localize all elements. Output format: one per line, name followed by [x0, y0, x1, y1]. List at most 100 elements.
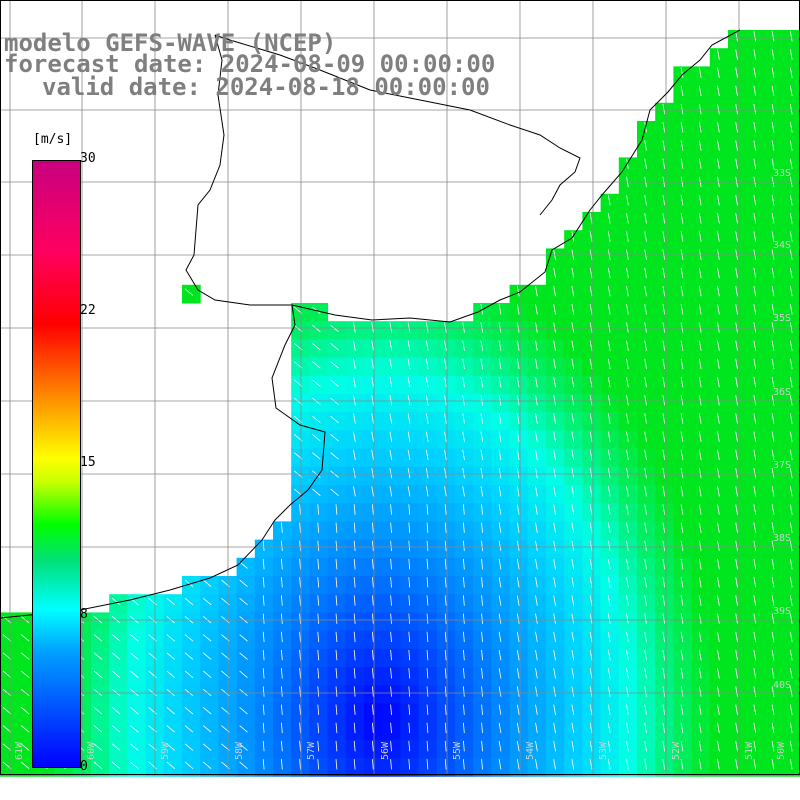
wind-arrow: [789, 649, 793, 661]
wind-cell: [782, 685, 800, 704]
wind-arrow: [299, 631, 301, 643]
wind-arrow: [626, 722, 629, 734]
wind-arrow: [463, 631, 465, 643]
wind-arrow: [111, 670, 121, 678]
wind-arrow: [184, 688, 194, 697]
wind-arrow: [516, 285, 520, 297]
wind-arrow: [372, 577, 374, 588]
coastline: [0, 29, 741, 619]
wind-arrow: [589, 522, 593, 533]
wind-arrow: [425, 431, 429, 442]
wind-arrow: [753, 558, 757, 570]
lon-label: 53W: [598, 741, 609, 760]
wind-arrow: [698, 740, 702, 752]
wind-arrow: [239, 634, 248, 642]
wind-arrow: [553, 522, 556, 533]
wind-arrow: [481, 740, 483, 752]
wind-arrow: [425, 395, 429, 406]
wind-arrow: [184, 579, 194, 587]
wind-arrow: [444, 740, 447, 752]
wind-arrow: [407, 358, 411, 370]
wind-arrow: [330, 488, 339, 496]
wind-arrow: [626, 267, 629, 279]
wind-arrow: [735, 486, 738, 497]
wind-arrow: [390, 686, 392, 697]
wind-arrow: [717, 122, 720, 133]
wind-arrow: [516, 431, 520, 442]
wind-arrow: [680, 376, 684, 388]
wind-arrow: [498, 759, 502, 770]
wind-arrow: [202, 743, 212, 751]
wind-arrow: [698, 722, 702, 734]
wind-arrow: [717, 649, 720, 661]
wind-arrow: [317, 740, 320, 752]
wind-arrow: [698, 158, 702, 169]
wind-arrow: [607, 413, 611, 424]
wind-arrow: [390, 631, 392, 643]
wind-arrow: [20, 725, 30, 733]
wind-cell: [782, 466, 800, 486]
wind-arrow: [463, 740, 465, 752]
wind-cell: [782, 139, 800, 158]
wind-arrow: [335, 631, 338, 643]
wind-arrow: [553, 740, 556, 752]
wind-arrow: [735, 686, 738, 697]
wind-arrow: [389, 413, 393, 424]
wind-arrow: [607, 522, 611, 533]
wind-arrow: [444, 613, 447, 624]
wind-arrow: [335, 668, 338, 679]
wind-arrow: [735, 358, 738, 370]
wind-arrow: [589, 631, 593, 643]
colorbar: [32, 160, 81, 768]
wind-arrow: [426, 759, 429, 770]
wind-arrow: [480, 340, 484, 351]
wind-arrow: [312, 361, 321, 369]
colorbar-tick-8: 8: [80, 607, 88, 622]
wind-arrow: [717, 467, 720, 479]
wind-arrow: [498, 704, 502, 715]
wind-arrow: [335, 540, 338, 552]
wind-arrow: [408, 649, 411, 661]
wind-arrow: [553, 413, 556, 424]
wind-arrow: [111, 688, 121, 697]
wind-arrow: [553, 358, 556, 370]
wind-arrow: [353, 504, 356, 515]
lat-label: 39S: [773, 606, 792, 617]
wind-arrow: [607, 267, 611, 279]
wind-cell: [782, 648, 800, 668]
wind-arrow: [444, 413, 447, 424]
wind-arrow: [130, 652, 139, 660]
wind-arrow: [262, 613, 265, 624]
wind-arrow: [317, 686, 320, 697]
wind-arrow: [444, 722, 447, 734]
wind-arrow: [184, 670, 194, 678]
wind-arrow: [680, 595, 684, 606]
wind-arrow: [607, 649, 611, 661]
wind-arrow: [317, 504, 320, 515]
wind-arrow: [571, 704, 575, 715]
wind-arrow: [425, 467, 429, 479]
wind-arrow: [626, 577, 629, 588]
wind-arrow: [735, 340, 738, 351]
wind-arrow: [330, 434, 339, 442]
wind-arrow: [571, 577, 575, 588]
wind-arrow: [680, 85, 684, 97]
wind-arrow: [735, 577, 738, 588]
wind-arrow: [93, 634, 103, 642]
wind-arrow: [644, 340, 647, 351]
wind-arrow: [353, 395, 356, 406]
wind-arrow: [607, 504, 611, 515]
wind-arrow: [516, 759, 520, 770]
wind-arrow: [553, 376, 556, 388]
wind-arrow: [462, 413, 465, 424]
wind-arrow: [680, 577, 684, 588]
wind-arrow: [407, 486, 411, 497]
wind-arrow: [184, 288, 194, 296]
wind-arrow: [644, 140, 647, 151]
wind-arrow: [111, 597, 121, 606]
wind-arrow: [662, 267, 666, 279]
wind-arrow: [281, 649, 283, 661]
wind-arrow: [698, 140, 702, 151]
wind-arrow: [317, 595, 320, 606]
